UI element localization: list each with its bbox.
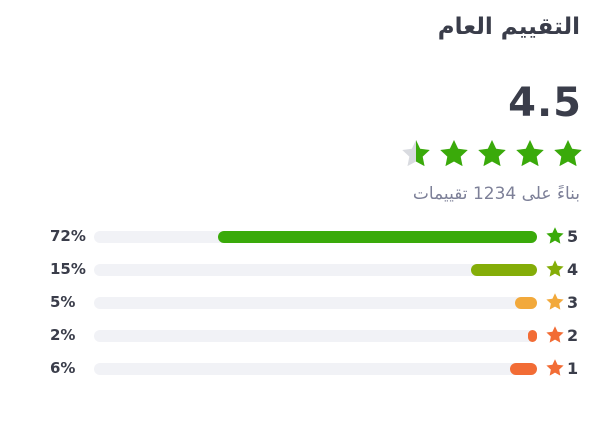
- progress-fill: [470, 264, 537, 276]
- percent-label: 15%: [50, 260, 86, 278]
- progress-track: [94, 231, 537, 243]
- average-stars: [400, 138, 584, 170]
- rating-row: 2% 2: [0, 324, 604, 348]
- percent-label: 2%: [50, 326, 76, 344]
- progress-fill: [528, 330, 537, 342]
- star-level-label: 1: [567, 359, 579, 378]
- rating-row: 6% 1: [0, 357, 604, 381]
- rating-row: 5% 3: [0, 291, 604, 315]
- progress-fill: [514, 297, 537, 309]
- star-level-label: 2: [567, 326, 579, 345]
- star-icon: [546, 293, 564, 310]
- percent-label: 5%: [50, 293, 76, 311]
- star-level-label: 5: [567, 227, 579, 246]
- star-icon: [546, 260, 564, 277]
- star-level-label: 3: [567, 293, 579, 312]
- star-icon: [478, 140, 506, 167]
- progress-track: [94, 330, 537, 342]
- progress-track: [94, 264, 537, 276]
- star-icon: [546, 227, 564, 244]
- progress-fill: [218, 231, 537, 243]
- star-icon: [546, 359, 564, 376]
- progress-track: [94, 363, 537, 375]
- star-icon: [554, 140, 582, 167]
- ratings-count-text: بناءً على 1234 تقييمات: [412, 184, 580, 204]
- progress-track: [94, 297, 537, 309]
- star-icon: [402, 140, 430, 167]
- star-icon: [440, 140, 468, 167]
- rating-row: 72% 5: [0, 225, 604, 249]
- star-level-label: 4: [567, 260, 579, 279]
- star-icon: [516, 140, 544, 167]
- average-score: 4.5: [508, 80, 582, 126]
- page-title: التقييم العام: [437, 14, 580, 40]
- rating-row: 15% 4: [0, 258, 604, 282]
- progress-fill: [510, 363, 537, 375]
- percent-label: 72%: [50, 227, 86, 245]
- star-icon: [546, 326, 564, 343]
- percent-label: 6%: [50, 359, 76, 377]
